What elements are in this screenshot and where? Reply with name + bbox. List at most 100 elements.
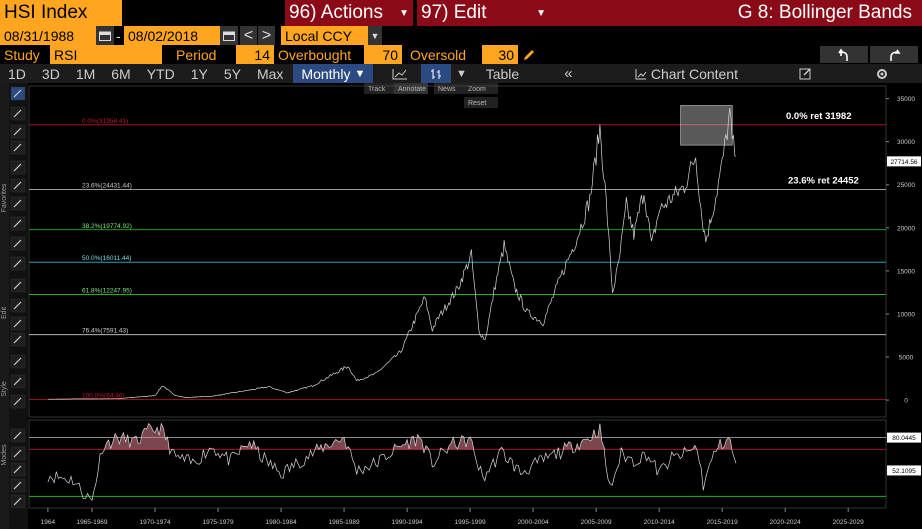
overbought-field[interactable]: 70 <box>364 45 402 64</box>
oversold-field[interactable]: 30 <box>482 45 518 64</box>
actions-menu[interactable]: 96) Actions ▼ <box>285 0 413 26</box>
dropdown-arrow-icon[interactable]: ▼ <box>368 26 382 45</box>
range-tab-max[interactable]: Max <box>256 65 284 82</box>
mini-toolbar: Track Annotate News Zoom Reset <box>364 83 498 108</box>
mini-tool-reset[interactable]: Reset <box>464 97 498 108</box>
x-tick-label: 1965-1969 <box>76 519 107 526</box>
dropdown-arrow-icon: ▼ <box>354 67 366 80</box>
period-label: Period <box>176 46 217 63</box>
ticker-field[interactable]: HSI Index <box>0 0 122 26</box>
hline-icon[interactable] <box>10 178 26 193</box>
copy-icon[interactable] <box>10 316 26 331</box>
person-icon[interactable] <box>10 478 26 493</box>
left-sidebar: Favorites Edit Style Modes <box>0 83 28 529</box>
text-tool-icon[interactable] <box>10 124 26 139</box>
pencil-icon[interactable] <box>518 45 540 64</box>
mini-tool-label: Zoom <box>468 86 486 93</box>
arrow-icon[interactable] <box>10 236 26 251</box>
period-field[interactable]: 14 <box>236 45 274 64</box>
line-tool-icon[interactable] <box>10 106 26 121</box>
x-tick-label: 2025-2029 <box>833 519 864 526</box>
fib-tool-icon[interactable] <box>10 140 26 155</box>
range-tab-1y[interactable]: 1Y <box>190 65 208 82</box>
study-label: Study <box>4 46 40 63</box>
mini-tool-annotate[interactable]: Annotate <box>394 83 428 94</box>
color-icon[interactable] <box>10 374 26 389</box>
period-value: 14 <box>254 46 270 63</box>
fib-label: 38.2%(19774.92) <box>82 223 132 230</box>
study-field[interactable]: RSI <box>50 45 162 64</box>
end-date-field[interactable]: 08/02/2018 <box>124 26 220 45</box>
sidebar-section-modes: Modes <box>1 444 8 466</box>
rsi-value-tag <box>887 432 921 443</box>
line-chart-icon[interactable] <box>379 64 421 83</box>
last-value-tag <box>887 156 921 167</box>
x-tick-label: 1964 <box>41 519 56 526</box>
range-tab-1m[interactable]: 1M <box>75 65 96 82</box>
start-date-field[interactable]: 08/31/1988 <box>0 26 96 45</box>
actions-label: 96) Actions <box>289 2 383 23</box>
overbought-value: 70 <box>382 46 398 63</box>
x-tick-label: 2015-2019 <box>707 519 738 526</box>
fib-label: 76.4%(7591.43) <box>82 328 128 335</box>
table-button[interactable]: Table <box>485 65 520 82</box>
fib-label: 50.0%(16011.44) <box>82 255 131 262</box>
fib-label: 100.0%(64.46) <box>82 393 125 400</box>
palette-icon[interactable] <box>10 446 26 461</box>
title-bar: HSI Index 96) Actions ▼ 97) Edit ▼ G 8: … <box>0 0 922 26</box>
prev-arrow-icon[interactable]: < <box>240 26 257 45</box>
collapse-icon[interactable]: « <box>564 65 573 82</box>
vline-icon[interactable] <box>10 196 26 211</box>
misc-icon[interactable] <box>10 494 26 509</box>
calendar-icon[interactable] <box>220 26 238 45</box>
cursor-icon[interactable] <box>10 86 26 101</box>
undo-icon[interactable] <box>820 46 868 63</box>
frequency-dropdown[interactable]: Monthly ▼ <box>293 64 374 83</box>
calendar-icon[interactable] <box>96 26 114 45</box>
mini-tool-label: Reset <box>468 100 486 107</box>
x-tick-label: 1970-1974 <box>139 519 170 526</box>
y-tick-label: 10000 <box>897 311 915 318</box>
pen-icon[interactable] <box>10 216 26 231</box>
chart-area[interactable]: Favorites Edit Style Modes Track Annotate New… <box>0 83 922 529</box>
range-tab-5y[interactable]: 5Y <box>223 65 241 82</box>
font-icon[interactable] <box>10 354 26 369</box>
mini-tool-track[interactable]: Track <box>364 83 398 94</box>
range-tab-3d[interactable]: 3D <box>41 65 60 82</box>
redo-icon[interactable] <box>870 46 918 63</box>
pencil-edit-icon[interactable] <box>10 298 26 313</box>
sidebar-section-favorites: Favorites <box>1 183 8 212</box>
line-style-icon[interactable] <box>10 394 26 409</box>
range-tab-6m[interactable]: 6M <box>111 65 131 82</box>
x-tick-label: 1995-1999 <box>455 519 486 526</box>
x-tick-label: 2010-2014 <box>644 519 675 526</box>
study-value: RSI <box>54 46 78 63</box>
dropdown-arrow-icon: ▼ <box>536 7 546 19</box>
horizontal-line-icon[interactable] <box>10 256 26 271</box>
sidebar-section-style: Style <box>1 381 8 397</box>
crosshair-icon[interactable] <box>10 428 26 443</box>
mini-tool-news[interactable]: News <box>434 83 468 94</box>
range-tab-ytd[interactable]: YTD <box>146 65 175 82</box>
vertical-line-icon[interactable] <box>10 278 26 293</box>
annotate-icon[interactable] <box>769 64 841 83</box>
x-tick-label: 1975-1979 <box>202 519 233 526</box>
mini-tool-zoom[interactable]: Zoom <box>464 83 498 94</box>
fib-label: 0.0%(31958.41) <box>82 118 128 125</box>
bar-chart-icon[interactable] <box>421 64 452 83</box>
c-icon[interactable] <box>10 462 26 477</box>
price-panel <box>28 85 887 418</box>
next-arrow-icon[interactable]: > <box>258 26 275 45</box>
x-tick-label: 2020-2024 <box>770 519 801 526</box>
sidebar-section-edit: Edit <box>1 307 8 319</box>
dropdown-arrow-icon[interactable]: ▼ <box>455 67 467 80</box>
fib-label: 61.8%(12247.95) <box>82 288 132 295</box>
shape-tool-icon[interactable] <box>10 160 26 175</box>
gear-icon[interactable] <box>841 64 922 83</box>
edit-menu[interactable]: 97) Edit ▼ <box>417 0 550 26</box>
chart-content-button[interactable]: Chart Content <box>603 64 769 83</box>
range-tab-1d[interactable]: 1D <box>8 65 26 82</box>
rsi-value-label: 52.1095 <box>892 468 916 475</box>
currency-field[interactable]: Local CCY <box>281 26 368 45</box>
delete-icon[interactable] <box>10 332 26 347</box>
